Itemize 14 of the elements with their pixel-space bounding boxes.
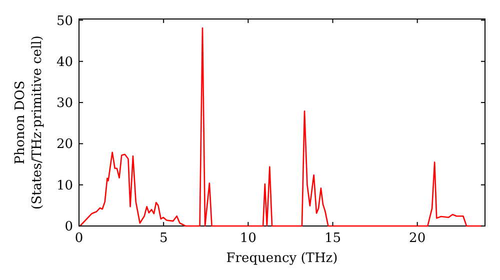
y-tick-label: 10 xyxy=(56,178,73,194)
y-tick-label: 30 xyxy=(56,96,73,112)
y-tick-label: 50 xyxy=(56,14,73,29)
y-tick-label: 0 xyxy=(64,220,73,235)
x-axis-title: Frequency (THz) xyxy=(226,251,338,266)
y-tick-label: 40 xyxy=(56,54,73,70)
y-axis-title: Phonon DOS (States/THz·primitive cell) xyxy=(13,35,45,210)
x-tick-label: 15 xyxy=(324,231,342,246)
x-tick-label: 5 xyxy=(159,231,168,246)
y-tick-label: 20 xyxy=(56,137,73,152)
x-tick-label: 10 xyxy=(240,231,256,246)
x-tick-label: 0 xyxy=(74,231,84,246)
line-series xyxy=(79,27,482,227)
x-tick-label: 20 xyxy=(409,231,426,246)
